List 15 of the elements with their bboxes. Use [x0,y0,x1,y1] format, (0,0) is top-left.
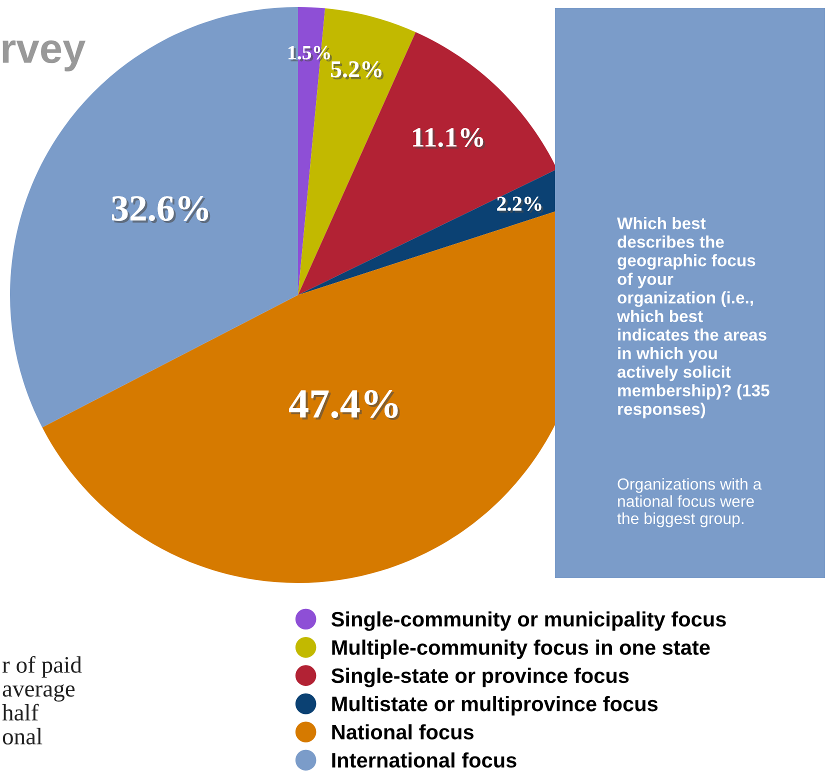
legend-label: Multiple-community focus in one state [332,640,710,660]
text: r of paid average half onal [2,656,82,745]
text: Organizations with a national focus were the biggest group. [617,478,762,528]
text: Which best describes the geographic focus of your organization (i.e., which best indicates the areas in which you actively solicit membership)? (135 responses) [616,217,770,418]
legend-label: Single-community or municipality focus [331,611,726,631]
data-label: 5.2% [331,61,384,80]
legend-label: National focus [332,724,474,740]
data-label: 32.6% [112,196,210,224]
text: rvey [2,40,86,72]
data-label: 11.1% [413,128,486,150]
legend-label: International focus [332,752,516,768]
legend-label: Single-state or province focus [331,668,629,688]
data-label: 2.2% [497,196,544,213]
legend-label: Multistate or multiprovince focus [332,696,658,716]
data-label: 47.4% [289,390,400,420]
